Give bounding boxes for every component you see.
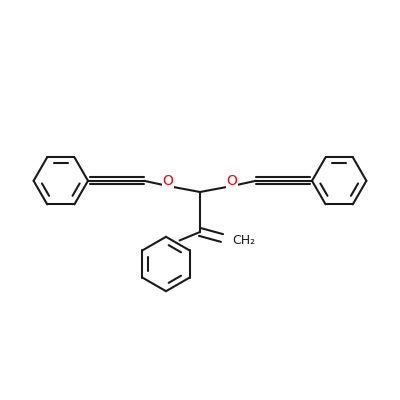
Text: O: O <box>162 174 174 188</box>
Text: O: O <box>226 174 238 188</box>
Text: CH₂: CH₂ <box>232 234 255 246</box>
